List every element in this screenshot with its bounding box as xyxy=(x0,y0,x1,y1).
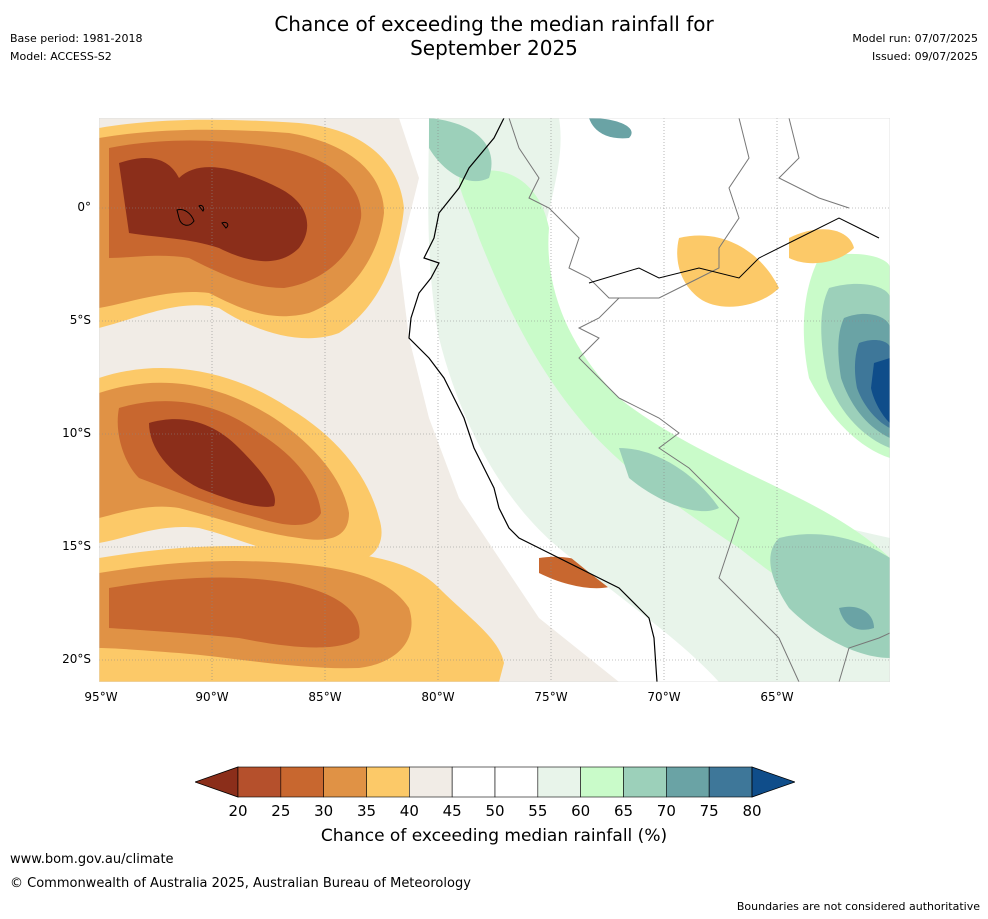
colorbar-bin xyxy=(494,766,539,798)
lon-tick-75w: 75°W xyxy=(534,690,568,704)
colorbar-tick-label: 40 xyxy=(399,802,419,820)
model-name: Model: ACCESS-S2 xyxy=(10,50,112,63)
lat-tick-10s: 10°S xyxy=(62,426,91,440)
dry-anomaly-south xyxy=(99,546,504,682)
coastline xyxy=(408,118,658,682)
footer-url: www.bom.gov.au/climate xyxy=(10,852,174,867)
footer-copyright: © Commonwealth of Australia 2025, Austra… xyxy=(10,876,471,891)
colorbar-bin xyxy=(280,766,324,798)
base-period: Base period: 1981-2018 xyxy=(10,32,143,45)
title-line-2: September 2025 xyxy=(410,36,578,60)
colorbar-tick-label: 30 xyxy=(314,802,334,820)
galapagos-islands xyxy=(176,205,229,229)
colorbar-min-extension xyxy=(195,766,239,798)
colorbar-tick-label: 25 xyxy=(271,802,291,820)
lon-tick-85w: 85°W xyxy=(308,690,342,704)
country-borders xyxy=(508,118,890,682)
title-line-1: Chance of exceeding the median rainfall … xyxy=(274,12,714,36)
model-run: Model run: 07/07/2025 xyxy=(852,32,978,45)
colorbar-tick-label: 50 xyxy=(485,802,505,820)
dry-anomaly-central xyxy=(99,368,382,564)
wet-anomaly-east xyxy=(803,253,890,458)
colorbar-tick-label: 60 xyxy=(571,802,591,820)
dry-anomaly-northeast xyxy=(789,229,854,264)
chart-title: Chance of exceeding the median rainfall … xyxy=(0,12,988,60)
lon-tick-80w: 80°W xyxy=(421,690,455,704)
lat-tick-0: 0° xyxy=(77,200,91,214)
colorbar-tick-label: 75 xyxy=(699,802,719,820)
rainfall-probability-map xyxy=(99,118,890,682)
colorbar-tick-label: 55 xyxy=(528,802,548,820)
colorbar-tick-label: 65 xyxy=(613,802,634,820)
lat-tick-15s: 15°S xyxy=(62,539,91,553)
colorbar-max-extension xyxy=(751,766,795,798)
lon-tick-70w: 70°W xyxy=(647,690,681,704)
colorbar-bin xyxy=(366,766,410,798)
issued-date: Issued: 09/07/2025 xyxy=(871,50,978,63)
lon-tick-90w: 90°W xyxy=(195,690,229,704)
wet-anomaly-amazon xyxy=(428,118,890,682)
dry-anomaly-north xyxy=(99,119,404,339)
river xyxy=(588,217,880,284)
colorbar-tick-label: 45 xyxy=(442,802,462,820)
colorbar-tick-label: 80 xyxy=(742,802,762,820)
meta-right: Model run: 07/07/2025 Issued: 09/07/2025 xyxy=(852,32,978,64)
colorbar-bin xyxy=(666,766,710,798)
colorbar-bin xyxy=(409,766,453,798)
meta-left: Base period: 1981-2018 Model: ACCESS-S2 xyxy=(10,32,142,64)
colorbar-tick-label: 70 xyxy=(656,802,676,820)
lon-tick-95w: 95°W xyxy=(84,690,118,704)
colorbar-bin xyxy=(323,766,367,798)
colorbar-bin xyxy=(451,766,496,798)
graticule xyxy=(99,118,890,682)
dry-anomaly-east xyxy=(677,235,779,307)
colorbar-bin xyxy=(580,766,624,798)
lat-tick-5s: 5°S xyxy=(69,313,91,327)
lat-tick-20s: 20°S xyxy=(62,652,91,666)
colorbar-tick-label: 35 xyxy=(356,802,377,820)
colorbar-bin xyxy=(237,766,282,798)
colorbar-tick-label: 20 xyxy=(228,802,248,820)
colorbar-bin xyxy=(537,766,581,798)
colorbar xyxy=(195,766,795,798)
wet-anomaly-southeast xyxy=(770,534,890,658)
colorbar-bin xyxy=(623,766,667,798)
lon-tick-65w: 65°W xyxy=(760,690,794,704)
footer-note: Boundaries are not considered authoritat… xyxy=(736,900,980,913)
colorbar-title: Chance of exceeding median rainfall (%) xyxy=(320,826,668,846)
dry-anomaly-coast xyxy=(539,556,619,589)
colorbar-bin xyxy=(708,766,753,798)
